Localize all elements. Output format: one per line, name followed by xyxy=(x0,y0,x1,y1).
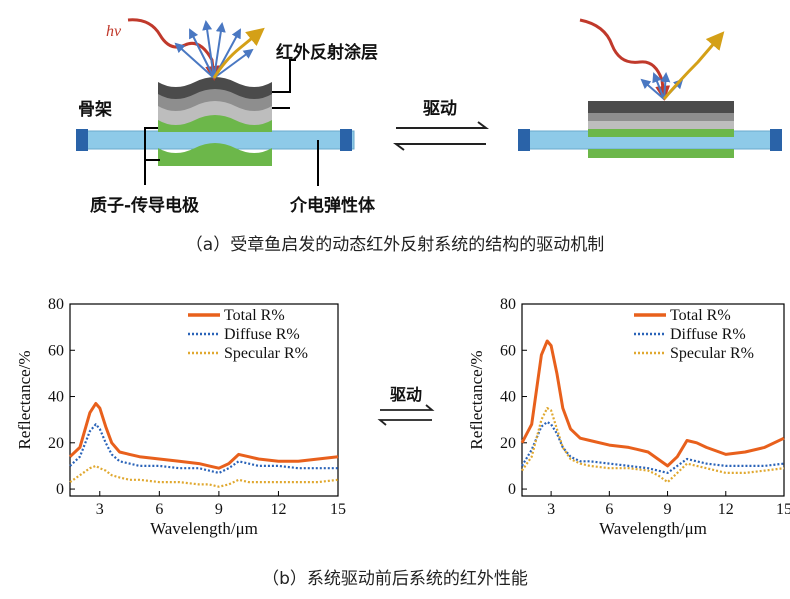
green-layer-top-left xyxy=(158,113,272,132)
y-tick-label: 80 xyxy=(48,296,64,313)
frame-rod-end-right-a xyxy=(518,129,530,151)
incoming-ray-right xyxy=(579,18,671,101)
legend-label: Total R% xyxy=(670,307,731,324)
coat-mid-left xyxy=(158,87,272,111)
x-tick-label: 6 xyxy=(155,501,163,518)
drive-arrow-left-top xyxy=(393,143,486,151)
green-layer-top-right xyxy=(588,129,734,137)
legend-label: Specular R% xyxy=(224,345,308,362)
frame-rod-end-left-b xyxy=(340,129,352,151)
coat-dark-left xyxy=(158,77,272,99)
legend-label: Diffuse R% xyxy=(670,326,746,343)
label-drive-top: 驱动 xyxy=(423,99,457,119)
x-tick-label: 3 xyxy=(547,501,555,518)
chart-after: 3 6 9 12 15 0 20 40 60 80 Wavelength/μm Reflectance… xyxy=(467,296,790,538)
series-line-2 xyxy=(69,464,339,488)
specular-ray-left xyxy=(212,27,265,79)
caption-a: （a）受章鱼启发的动态红外反射系统的结构的驱动机制 xyxy=(186,235,604,255)
drive-indicator-bottom: 驱动 xyxy=(377,385,435,426)
legend-label: Specular R% xyxy=(670,345,754,362)
y-tick-label: 80 xyxy=(500,296,516,313)
frame-rod-end-left-a xyxy=(76,129,88,151)
label-drive-bottom: 驱动 xyxy=(390,385,422,404)
y-axis-label: Reflectance/% xyxy=(467,350,486,449)
coat-light-right xyxy=(588,121,734,129)
label-electrode: 质子-传导电极 xyxy=(90,195,199,216)
x-tick-label: 3 xyxy=(96,501,104,518)
x-tick-label: 12 xyxy=(718,501,734,518)
coat-light-left xyxy=(158,99,272,125)
plot-frame xyxy=(521,303,785,497)
y-tick-label: 40 xyxy=(48,389,64,406)
y-tick-label: 0 xyxy=(56,481,64,498)
label-frame: 骨架 xyxy=(78,99,112,120)
chart-before: 3 6 9 12 15 0 20 40 60 80 Wavelength/μm Reflectance… xyxy=(15,296,346,538)
legend-label: Diffuse R% xyxy=(224,326,300,343)
photon-label: hv xyxy=(106,23,122,40)
label-coating: 红外反射涂层 xyxy=(276,42,378,63)
scattered-rays-left xyxy=(174,20,254,79)
series-line-0 xyxy=(520,339,785,468)
series-line-2 xyxy=(521,407,785,484)
drive-arrow-left-bottom xyxy=(377,419,432,426)
frame-rod-end-right-b xyxy=(770,129,782,151)
coat-mid-right xyxy=(588,113,734,121)
x-tick-label: 6 xyxy=(605,501,613,518)
specular-ray-right xyxy=(662,31,725,100)
y-tick-label: 40 xyxy=(500,389,516,406)
x-tick-label: 9 xyxy=(215,501,223,518)
y-tick-label: 0 xyxy=(508,481,516,498)
diagram-panel-a: hv 红外反射涂层 骨架 质子-传导电极 介电弹性体 驱动 xyxy=(76,18,782,255)
y-tick-label: 60 xyxy=(48,342,64,359)
series-line-0 xyxy=(68,402,339,470)
drive-arrow-right-bottom xyxy=(380,404,435,411)
x-tick-label: 15 xyxy=(776,501,790,518)
label-elastomer: 介电弹性体 xyxy=(289,195,376,216)
incoming-ray-left xyxy=(127,18,221,81)
y-tick-label: 20 xyxy=(500,435,516,452)
series-line-1 xyxy=(69,423,338,474)
x-axis-label: Wavelength/μm xyxy=(599,519,707,538)
caption-b: （b）系统驱动前后系统的红外性能 xyxy=(262,569,528,589)
x-axis-label: Wavelength/μm xyxy=(150,519,258,538)
drive-arrow-right-top xyxy=(396,121,489,129)
coat-dark-right xyxy=(588,101,734,113)
x-tick-label: 12 xyxy=(270,501,286,518)
legend-label: Total R% xyxy=(224,307,285,324)
y-tick-label: 60 xyxy=(500,342,516,359)
green-layer-bottom-left xyxy=(158,143,272,166)
series-line-1 xyxy=(521,420,785,474)
y-tick-label: 20 xyxy=(48,435,64,452)
y-axis-label: Reflectance/% xyxy=(15,350,34,449)
plot-frame xyxy=(69,303,339,497)
leader-electrode xyxy=(144,127,160,185)
x-tick-label: 9 xyxy=(664,501,672,518)
green-layer-bottom-right xyxy=(588,149,734,158)
x-tick-label: 15 xyxy=(330,501,346,518)
leader-coating xyxy=(272,59,296,109)
